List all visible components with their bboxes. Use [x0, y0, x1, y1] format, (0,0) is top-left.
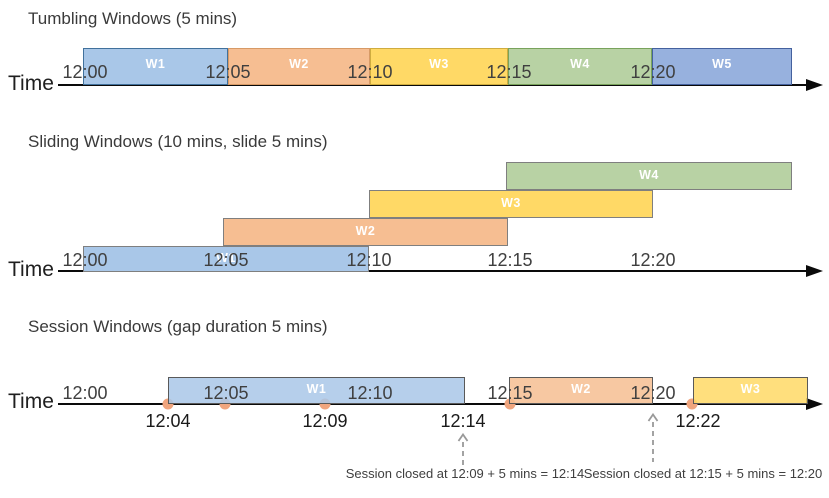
sliding-time-axis [58, 270, 808, 272]
window-label: W3 [740, 382, 761, 396]
tick-label: 12:05 [203, 250, 249, 270]
event-time-label: 12:22 [675, 411, 721, 431]
sliding-time-axis-label: Time [8, 258, 54, 281]
event-dot [319, 398, 331, 410]
session-time-axis-label: Time [8, 390, 54, 413]
window-close-time-label: 12:14 [440, 411, 486, 431]
session-title: Session Windows (gap duration 5 mins) [28, 317, 328, 336]
tumbling-time-axis-label: Time [8, 72, 54, 95]
tumbling-window-w2: W2 [228, 48, 370, 85]
window-label: W5 [712, 57, 732, 71]
tick-label: 12:10 [346, 250, 392, 270]
tumbling-window-w1: W1 [83, 48, 228, 85]
event-time-label: 12:09 [302, 411, 348, 431]
tick-label: 12:05 [203, 383, 249, 403]
window-label: W2 [355, 224, 376, 238]
window-label: W1 [306, 382, 327, 396]
window-label: W2 [571, 382, 591, 396]
tick-label: 12:05 [205, 62, 251, 82]
tick-label: 12:20 [630, 62, 676, 82]
sliding-title: Sliding Windows (10 mins, slide 5 mins) [28, 132, 328, 151]
event-dot [162, 398, 174, 410]
window-label: W2 [289, 57, 309, 71]
tumbling-time-axis [58, 84, 808, 86]
tumbling-window-w3: W3 [370, 48, 508, 85]
session-close-annotation: Session closed at 12:09 + 5 mins = 12:14 [345, 466, 585, 481]
dashed-up-arrow-icon [457, 433, 469, 465]
sliding-window-w1: W1 [83, 246, 369, 272]
dashed-up-arrow-icon [647, 413, 659, 462]
session-window-w3: W3 [693, 377, 808, 404]
sliding-window-w3: W3 [369, 190, 653, 218]
window-label: W4 [570, 57, 590, 71]
tumbling-axis-arrowhead-icon [806, 79, 823, 91]
sliding-window-w2: W2 [223, 218, 508, 246]
event-dot [219, 398, 231, 410]
session-window-w1: W1 [168, 377, 465, 404]
window-label: W3 [501, 196, 521, 210]
tumbling-window-w4: W4 [508, 48, 652, 85]
session-axis-arrowhead-icon [806, 398, 823, 410]
tick-label: 12:20 [630, 383, 676, 403]
tick-label: 12:15 [486, 62, 532, 82]
tumbling-title: Tumbling Windows (5 mins) [28, 9, 238, 28]
tick-label: 12:15 [487, 250, 533, 270]
session-time-axis [58, 403, 808, 405]
tick-label: 12:10 [347, 62, 393, 82]
tick-label: 12:15 [487, 383, 533, 403]
tick-label: 12:20 [630, 250, 676, 270]
tick-label: 12:00 [62, 62, 108, 82]
tick-label: 12:00 [62, 383, 108, 403]
session-close-annotation: Session closed at 12:15 + 5 mins = 12:20 [583, 466, 823, 481]
tick-label: 12:00 [62, 250, 108, 270]
window-label: W4 [639, 168, 659, 182]
event-dot [504, 398, 516, 410]
window-label: W1 [145, 57, 166, 71]
sliding-window-w4: W4 [506, 162, 792, 190]
sliding-axis-arrowhead-icon [806, 265, 823, 277]
window-label: W3 [429, 57, 449, 71]
event-time-label: 12:04 [145, 411, 191, 431]
tumbling-window-w5: W5 [652, 48, 792, 85]
session-window-w2: W2 [509, 377, 653, 404]
event-dot [686, 398, 698, 410]
window-label: W1 [216, 251, 236, 265]
tick-label: 12:10 [347, 383, 393, 403]
